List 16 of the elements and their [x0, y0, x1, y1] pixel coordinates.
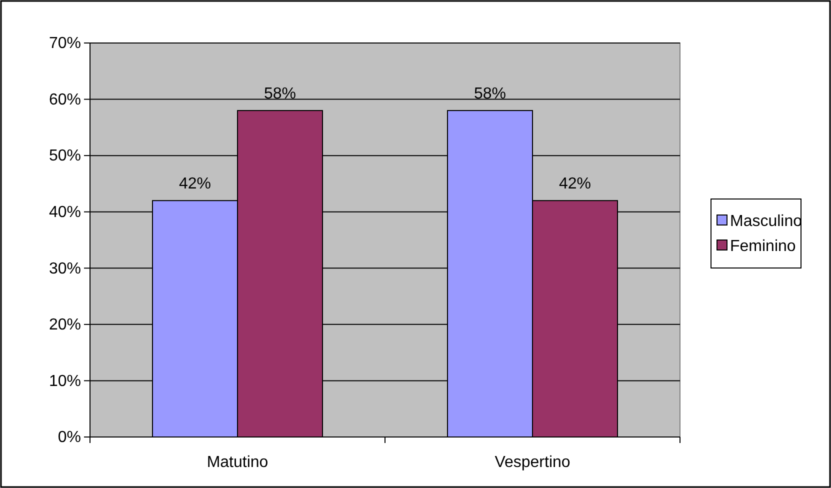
- y-tick-label: 70%: [48, 35, 81, 52]
- y-tick-label: 0%: [58, 429, 81, 446]
- x-tick-label: Vespertino: [494, 454, 570, 471]
- legend-label: Feminino: [730, 238, 796, 255]
- legend-label: Masculino: [730, 213, 802, 230]
- y-tick-label: 60%: [48, 91, 81, 108]
- data-label: 42%: [558, 176, 592, 193]
- y-tick-label: 30%: [48, 260, 81, 278]
- y-tick-label: 40%: [48, 204, 81, 221]
- y-tick-label: 10%: [48, 372, 81, 390]
- y-tick-label: 20%: [48, 316, 81, 334]
- data-label: 42%: [178, 176, 212, 193]
- y-tick-label: 50%: [48, 148, 81, 165]
- data-label: 58%: [474, 86, 506, 103]
- data-label: 58%: [264, 86, 296, 103]
- x-tick-label: Matutino: [206, 454, 268, 471]
